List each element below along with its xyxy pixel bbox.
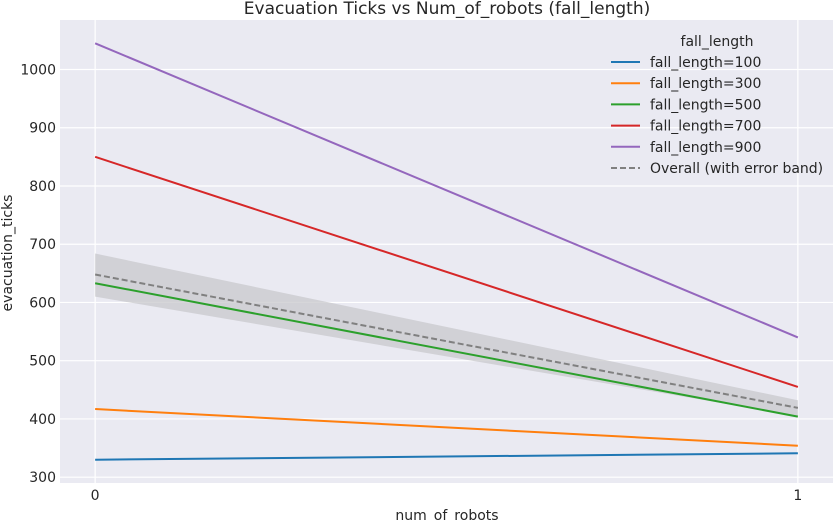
y-axis-label: evacuation_ticks	[0, 195, 16, 312]
legend-entry-label: fall_length=900	[650, 140, 761, 156]
plot-background	[60, 20, 833, 483]
series-layer	[94, 42, 799, 461]
x-tick-label: 1	[793, 488, 802, 504]
y-tick-label: 900	[29, 121, 56, 137]
y-tick-label: 300	[29, 470, 56, 486]
legend-entry-label: fall_length=100	[650, 55, 761, 71]
series-line	[95, 452, 798, 461]
y-tick-label: 700	[29, 237, 56, 253]
legend: fall_length fall_length=100 fall_length=3…	[611, 34, 823, 177]
legend-title: fall_length	[681, 34, 754, 50]
x-axis-label: num_of_robots	[395, 508, 498, 522]
legend-entry-label: Overall (with error band)	[650, 161, 823, 177]
series-line	[95, 408, 798, 447]
overall-line	[94, 273, 799, 409]
y-tick-label: 600	[29, 295, 56, 311]
y-axis-ticks: 300 400 500 600 700 800 900 1000	[20, 63, 56, 487]
series-line	[94, 155, 799, 388]
y-tick-label: 500	[29, 354, 56, 370]
legend-entry-label: fall_length=700	[650, 119, 761, 135]
y-tick-label: 800	[29, 179, 56, 195]
legend-entry-label: fall_length=500	[650, 97, 761, 113]
x-tick-label: 0	[91, 488, 100, 504]
chart-title: Evacuation Ticks vs Num_of_robots (fall_…	[244, 0, 650, 19]
series-line	[94, 42, 799, 339]
y-tick-label: 400	[29, 412, 56, 428]
legend-entry-label: fall_length=300	[650, 76, 761, 92]
y-tick-label: 1000	[20, 63, 56, 79]
series-line	[94, 282, 799, 418]
